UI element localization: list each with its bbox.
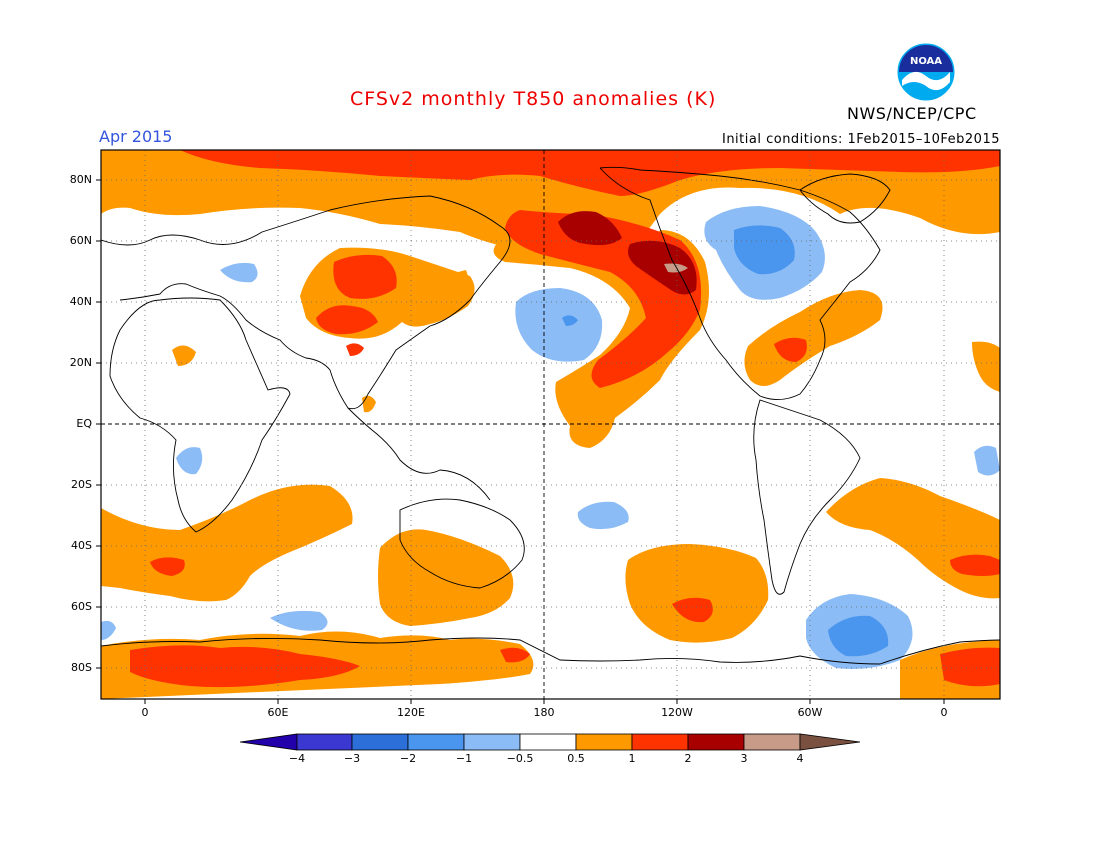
noaa-logo: NOAA	[896, 42, 956, 102]
tick-marks	[96, 179, 945, 704]
colorbar-tick-05: 0.5	[567, 752, 585, 765]
colorbar-arrow-left	[240, 733, 298, 751]
colorbar-swatch-1	[296, 733, 353, 751]
colorbar-swatch-7	[631, 733, 689, 751]
colorbar	[240, 733, 861, 751]
lat-label-60n: 60N	[69, 234, 92, 247]
anomaly-south-pacific-orange	[625, 544, 769, 643]
anomaly-arctic-red	[180, 150, 1000, 196]
anomaly-spacific-lightblue	[577, 501, 629, 530]
anomaly-canada-blue	[734, 225, 795, 275]
lon-label-120e: 120E	[397, 706, 425, 719]
coast-africa	[109, 297, 291, 533]
anomaly-npacific-lightblue	[515, 288, 603, 362]
lon-label-0: 0	[141, 706, 149, 719]
lat-label-40n: 40N	[69, 295, 92, 308]
anomaly-atlantic-sw-lightblue	[101, 620, 116, 640]
colorbar-tick-m2: −2	[399, 752, 417, 765]
anomaly-india-red	[346, 343, 364, 356]
anomaly-yukon-darkred	[628, 240, 697, 295]
colorbar-tick-2: 2	[684, 752, 692, 765]
anomaly-arctic-orange	[101, 150, 1000, 255]
anomaly-npacific-blue	[562, 315, 578, 326]
anomaly-atlantic-red	[774, 337, 807, 362]
anomaly-siberia-lightblue	[220, 262, 258, 283]
anomaly-asia-red-1	[333, 254, 397, 299]
anomaly-antarctic-red-west	[130, 645, 360, 688]
coast-antarctica	[101, 637, 1000, 665]
colorbar-tick-m4: −4	[288, 752, 306, 765]
anomaly-antarctic-red-ross	[500, 647, 530, 663]
reference-lines	[101, 150, 1000, 699]
colorbar-swatch-9	[743, 733, 801, 751]
colorbar-tick-m05: −0.5	[506, 752, 534, 765]
coast-north-america	[599, 166, 881, 400]
lat-label-eq: EQ	[76, 417, 92, 430]
anomaly-atlantic-orange	[744, 290, 883, 386]
anomaly-yukon-tan	[664, 263, 688, 273]
colorbar-arrow-right	[799, 733, 861, 751]
coast-eurasia	[101, 195, 511, 410]
anomaly-japan-orange	[416, 270, 469, 322]
colorbar-tick-m1: −1	[455, 752, 473, 765]
colorbar-swatch-4	[463, 733, 521, 751]
anomaly-nafrica-orange	[172, 345, 196, 366]
map-title: CFSv2 monthly T850 anomalies (K)	[350, 88, 717, 110]
agency-label: NWS/NCEP/CPC	[847, 104, 977, 123]
colorbar-swatch-2	[351, 733, 409, 751]
anomaly-south-pacific-red	[672, 597, 713, 623]
lat-label-80s: 80S	[71, 661, 92, 674]
anomaly-eastcoast-orange	[972, 341, 1000, 392]
anomaly-alaska-darkred	[558, 211, 622, 246]
coast-indochina	[347, 407, 491, 501]
colorbar-tick-m3: −3	[343, 752, 361, 765]
lon-label-120w: 120W	[661, 706, 693, 719]
coast-australia	[399, 498, 525, 589]
lon-label-0-east: 0	[940, 706, 948, 719]
forecast-month: Apr 2015	[99, 127, 173, 146]
colorbar-tick-4: 4	[796, 752, 804, 765]
colorbar-tick-3: 3	[740, 752, 748, 765]
colorbar-swatch-6	[575, 733, 633, 751]
anomaly-east-south-atlantic-red	[950, 554, 1000, 576]
noaa-logo-text: NOAA	[910, 56, 942, 67]
anomaly-asia-red-2	[316, 305, 378, 335]
anomaly-se-asia-orange	[362, 395, 376, 413]
anomaly-antarctic-red-east	[940, 647, 1000, 687]
lat-label-80n: 80N	[69, 173, 92, 186]
colorbar-swatch-3	[407, 733, 465, 751]
anomaly-eafrica-lightblue	[974, 445, 1000, 476]
lon-label-60w: 60W	[797, 706, 823, 719]
lon-label-180: 180	[533, 706, 555, 719]
anomaly-fields	[101, 150, 1000, 699]
anomaly-weddell-blue	[828, 615, 889, 657]
anomaly-south-indian-orange	[378, 529, 514, 626]
anomaly-indian-lightblue	[270, 610, 328, 631]
initial-conditions: Initial conditions: 1Feb2015–10Feb2015	[721, 132, 1000, 147]
lon-label-60e: 60E	[267, 706, 289, 719]
lat-label-40s: 40S	[71, 539, 92, 552]
coast-south-america	[753, 399, 861, 595]
lat-label-20n: 20N	[69, 356, 92, 369]
coastlines	[101, 166, 1000, 665]
anomaly-south-atlantic-red	[150, 557, 185, 576]
lat-label-60s: 60S	[71, 600, 92, 613]
lat-label-20s: 20S	[71, 478, 92, 491]
anomaly-africa-lightblue	[176, 447, 203, 475]
coast-greenland	[799, 173, 891, 224]
colorbar-tick-1: 1	[628, 752, 636, 765]
colorbar-swatch-5	[519, 733, 577, 751]
colorbar-swatch-8	[687, 733, 745, 751]
